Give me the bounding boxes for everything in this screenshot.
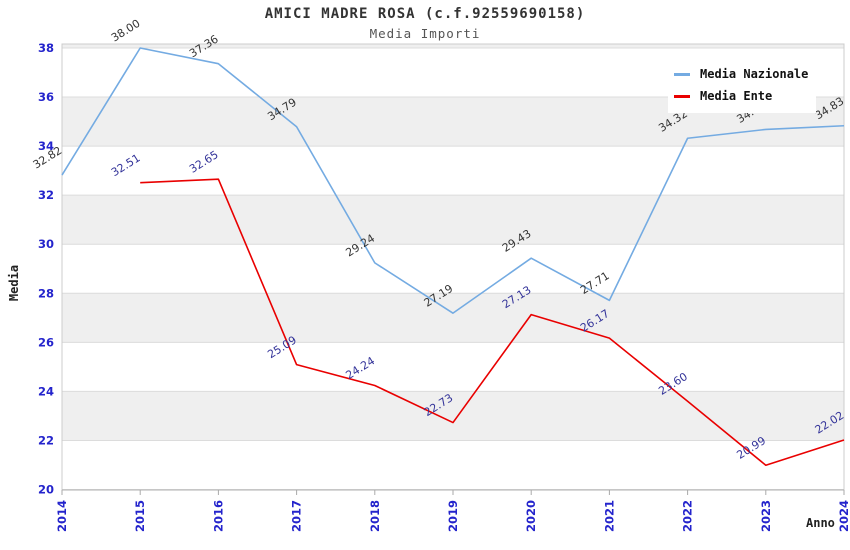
series-line-media-ente [140, 178, 845, 467]
chart-subtitle: Media Importi [369, 26, 481, 41]
x-tick-label: 2018 [368, 500, 382, 532]
y-tick-label: 22 [38, 433, 54, 447]
y-tick-label: 20 [38, 483, 54, 497]
x-tick-label: 2014 [55, 500, 69, 532]
y-tick-label: 38 [38, 41, 54, 55]
legend: Media Nazionale Media Ente [668, 57, 816, 113]
chart-title: AMICI MADRE ROSA (c.f.92559690158) [264, 6, 586, 22]
y-tick-label: 34 [38, 139, 54, 153]
media-nazionale-line-marker [674, 72, 690, 76]
band-shade [62, 293, 844, 343]
x-axis-title: Anno [806, 516, 835, 530]
legend-label-media-ente: Media Ente [700, 89, 773, 103]
x-tick-label: 2015 [133, 500, 147, 532]
band-shade [62, 391, 844, 441]
x-tick-label: 2020 [524, 500, 538, 532]
x-tick-label: 2023 [759, 500, 773, 532]
y-tick-label: 32 [38, 188, 54, 202]
x-tick-label: 2021 [602, 500, 616, 532]
band-shade [62, 195, 844, 245]
y-tick-label: 24 [38, 384, 54, 398]
series-line-media-nazionale [61, 47, 845, 314]
x-tick-label: 2022 [681, 500, 695, 532]
x-tick-label: 2016 [211, 500, 225, 532]
x-tick-label: 2017 [290, 500, 304, 532]
y-tick-label: 36 [38, 90, 54, 104]
legend-item-media-ente[interactable]: Media Ente [674, 85, 816, 107]
legend-item-media-nazionale[interactable]: Media Nazionale [674, 63, 816, 85]
data-label: 38.00 [109, 17, 143, 45]
y-tick-label: 28 [38, 286, 54, 300]
band-shade [62, 44, 844, 48]
y-axis-title: Media [7, 264, 21, 302]
media-ente-line-marker [674, 94, 690, 98]
legend-label-media-nazionale: Media Nazionale [700, 67, 809, 81]
y-tick-label: 26 [38, 335, 54, 349]
x-tick-label: 2024 [837, 500, 850, 532]
x-tick-label: 2019 [446, 500, 460, 532]
y-tick-label: 30 [38, 237, 54, 251]
